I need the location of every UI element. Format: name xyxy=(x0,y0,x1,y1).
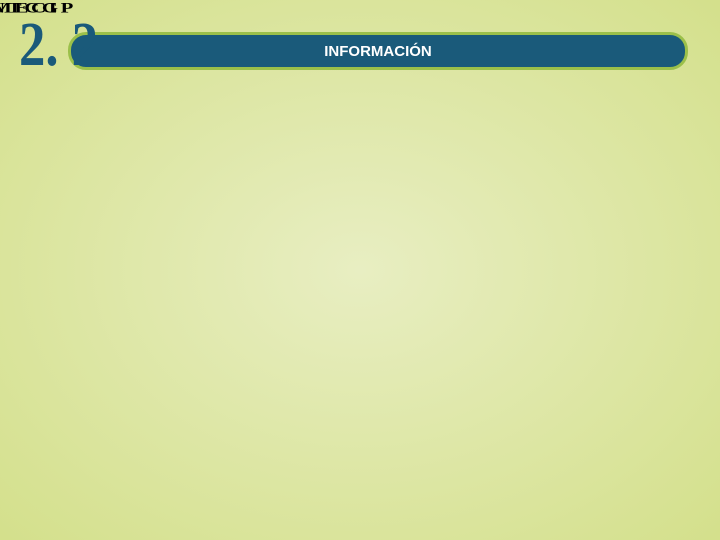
header-bar: INFORMACIÓN xyxy=(68,32,688,70)
header-title: INFORMACIÓN xyxy=(324,43,432,60)
section-number: 2. 2 xyxy=(19,10,98,81)
section-badge: 2. 2 xyxy=(12,10,105,81)
background xyxy=(0,0,720,540)
